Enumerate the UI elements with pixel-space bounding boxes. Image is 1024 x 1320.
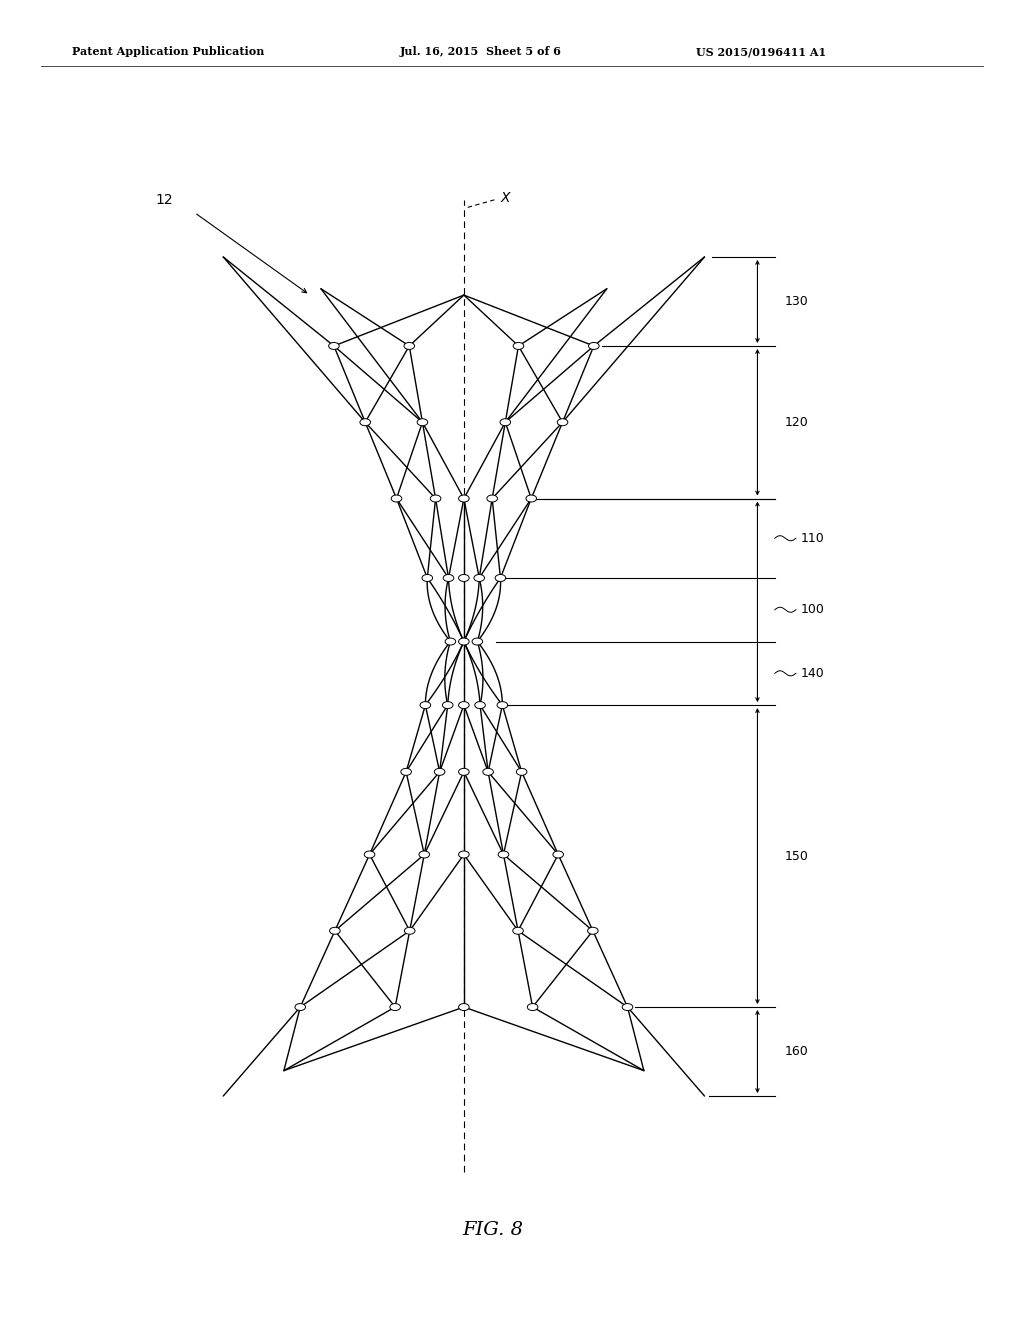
Circle shape bbox=[391, 495, 401, 502]
Circle shape bbox=[497, 702, 508, 709]
Circle shape bbox=[516, 768, 527, 775]
Circle shape bbox=[404, 342, 415, 350]
Circle shape bbox=[588, 927, 598, 935]
Circle shape bbox=[422, 574, 432, 582]
Circle shape bbox=[443, 574, 454, 582]
Circle shape bbox=[513, 342, 523, 350]
Text: US 2015/0196411 A1: US 2015/0196411 A1 bbox=[696, 46, 826, 57]
Circle shape bbox=[295, 1003, 305, 1011]
Text: 12: 12 bbox=[156, 193, 173, 207]
Circle shape bbox=[499, 851, 509, 858]
Circle shape bbox=[472, 638, 482, 645]
Text: 110: 110 bbox=[801, 532, 824, 545]
Circle shape bbox=[430, 495, 441, 502]
Circle shape bbox=[417, 418, 428, 426]
Circle shape bbox=[527, 1003, 538, 1011]
Circle shape bbox=[459, 495, 469, 502]
Circle shape bbox=[459, 702, 469, 709]
Circle shape bbox=[365, 851, 375, 858]
Circle shape bbox=[390, 1003, 400, 1011]
Text: X: X bbox=[501, 191, 510, 206]
Circle shape bbox=[500, 418, 511, 426]
Text: 150: 150 bbox=[784, 850, 808, 862]
Circle shape bbox=[400, 768, 412, 775]
Circle shape bbox=[329, 342, 339, 350]
Circle shape bbox=[483, 768, 494, 775]
Text: 100: 100 bbox=[801, 603, 824, 616]
Circle shape bbox=[486, 495, 498, 502]
Text: 140: 140 bbox=[801, 667, 824, 680]
Circle shape bbox=[419, 851, 429, 858]
Circle shape bbox=[526, 495, 537, 502]
Circle shape bbox=[513, 927, 523, 935]
Text: 130: 130 bbox=[784, 294, 808, 308]
Text: Patent Application Publication: Patent Application Publication bbox=[72, 46, 264, 57]
Text: Jul. 16, 2015  Sheet 5 of 6: Jul. 16, 2015 Sheet 5 of 6 bbox=[399, 46, 561, 57]
Circle shape bbox=[553, 851, 563, 858]
Circle shape bbox=[459, 1003, 469, 1011]
Circle shape bbox=[445, 638, 456, 645]
Circle shape bbox=[496, 574, 506, 582]
Text: FIG. 8: FIG. 8 bbox=[462, 1221, 523, 1238]
Text: 160: 160 bbox=[784, 1045, 808, 1059]
Circle shape bbox=[359, 418, 371, 426]
Circle shape bbox=[459, 768, 469, 775]
Circle shape bbox=[434, 768, 444, 775]
Text: 120: 120 bbox=[784, 416, 808, 429]
Circle shape bbox=[442, 702, 453, 709]
Circle shape bbox=[420, 702, 431, 709]
Circle shape bbox=[475, 702, 485, 709]
Circle shape bbox=[330, 927, 340, 935]
Circle shape bbox=[474, 574, 484, 582]
Circle shape bbox=[404, 927, 415, 935]
Circle shape bbox=[459, 851, 469, 858]
Circle shape bbox=[557, 418, 568, 426]
Circle shape bbox=[589, 342, 599, 350]
Circle shape bbox=[623, 1003, 633, 1011]
Circle shape bbox=[459, 638, 469, 645]
Circle shape bbox=[459, 574, 469, 582]
